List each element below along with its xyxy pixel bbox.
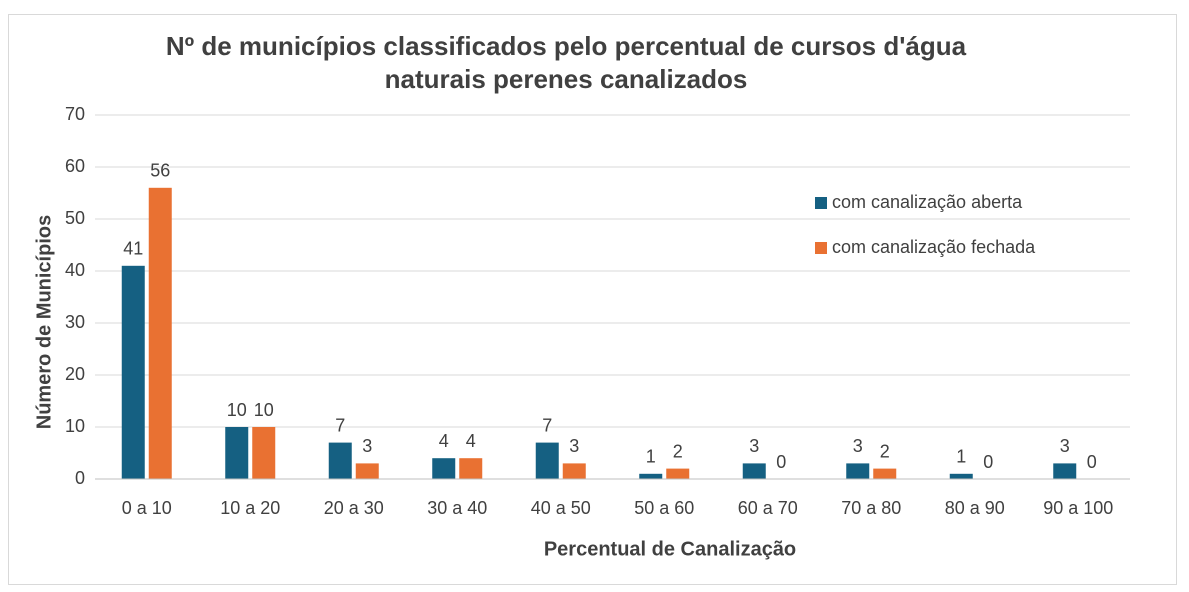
y-tick-label: 70: [65, 104, 85, 124]
bar: [355, 463, 379, 479]
legend-swatch: [815, 242, 827, 254]
y-tick-label: 40: [65, 260, 85, 280]
x-tick-label: 90 a 100: [1043, 498, 1113, 518]
x-tick-label: 10 a 20: [220, 498, 280, 518]
data-label: 1: [956, 447, 966, 467]
x-tick-label: 50 a 60: [634, 498, 694, 518]
data-label: 41: [123, 239, 143, 259]
x-tick-label: 80 a 90: [945, 498, 1005, 518]
bar: [225, 427, 249, 479]
data-label: 7: [542, 415, 552, 435]
data-label: 1: [646, 447, 656, 467]
data-label: 0: [983, 452, 993, 472]
y-tick-label: 20: [65, 364, 85, 384]
y-tick-label: 50: [65, 208, 85, 228]
y-tick-label: 60: [65, 156, 85, 176]
bar: [846, 463, 870, 479]
data-label: 10: [254, 400, 274, 420]
x-tick-label: 0 a 10: [122, 498, 172, 518]
y-tick-label: 10: [65, 416, 85, 436]
bar: [459, 458, 483, 479]
data-label: 10: [227, 400, 247, 420]
bar: [873, 468, 897, 479]
data-label: 3: [1060, 436, 1070, 456]
legend-label: com canalização aberta: [832, 192, 1023, 212]
data-label: 2: [673, 441, 683, 461]
data-label: 2: [880, 441, 890, 461]
chart-title: Nº de municípios classificados pelo perc…: [165, 31, 967, 94]
y-tick-label: 0: [75, 468, 85, 488]
y-axis-label: Número de Municípios: [33, 215, 55, 429]
bar: [742, 463, 766, 479]
bar: [535, 442, 559, 479]
legend-label: com canalização fechada: [832, 237, 1036, 257]
data-label: 3: [749, 436, 759, 456]
data-label: 3: [569, 436, 579, 456]
bar: [121, 265, 145, 479]
chart-border: [8, 14, 1177, 585]
bar: [1053, 463, 1077, 479]
x-tick-label: 30 a 40: [427, 498, 487, 518]
bar: [252, 427, 276, 479]
bar: [432, 458, 456, 479]
data-label: 3: [853, 436, 863, 456]
data-label: 0: [776, 452, 786, 472]
bar: [148, 187, 172, 480]
data-label: 3: [362, 436, 372, 456]
data-label: 4: [439, 431, 449, 451]
bar: [949, 473, 973, 479]
bar: [666, 468, 690, 479]
data-label: 56: [150, 161, 170, 181]
bar: [639, 473, 663, 479]
x-tick-label: 60 a 70: [738, 498, 798, 518]
bar: [328, 442, 352, 479]
x-tick-label: 70 a 80: [841, 498, 901, 518]
x-axis-label: Percentual de Canalização: [544, 538, 796, 560]
legend-swatch: [815, 197, 827, 209]
bar: [562, 463, 586, 479]
x-tick-label: 20 a 30: [324, 498, 384, 518]
data-label: 4: [466, 431, 476, 451]
data-label: 0: [1087, 452, 1097, 472]
data-label: 7: [335, 415, 345, 435]
y-tick-label: 30: [65, 312, 85, 332]
x-tick-label: 40 a 50: [531, 498, 591, 518]
